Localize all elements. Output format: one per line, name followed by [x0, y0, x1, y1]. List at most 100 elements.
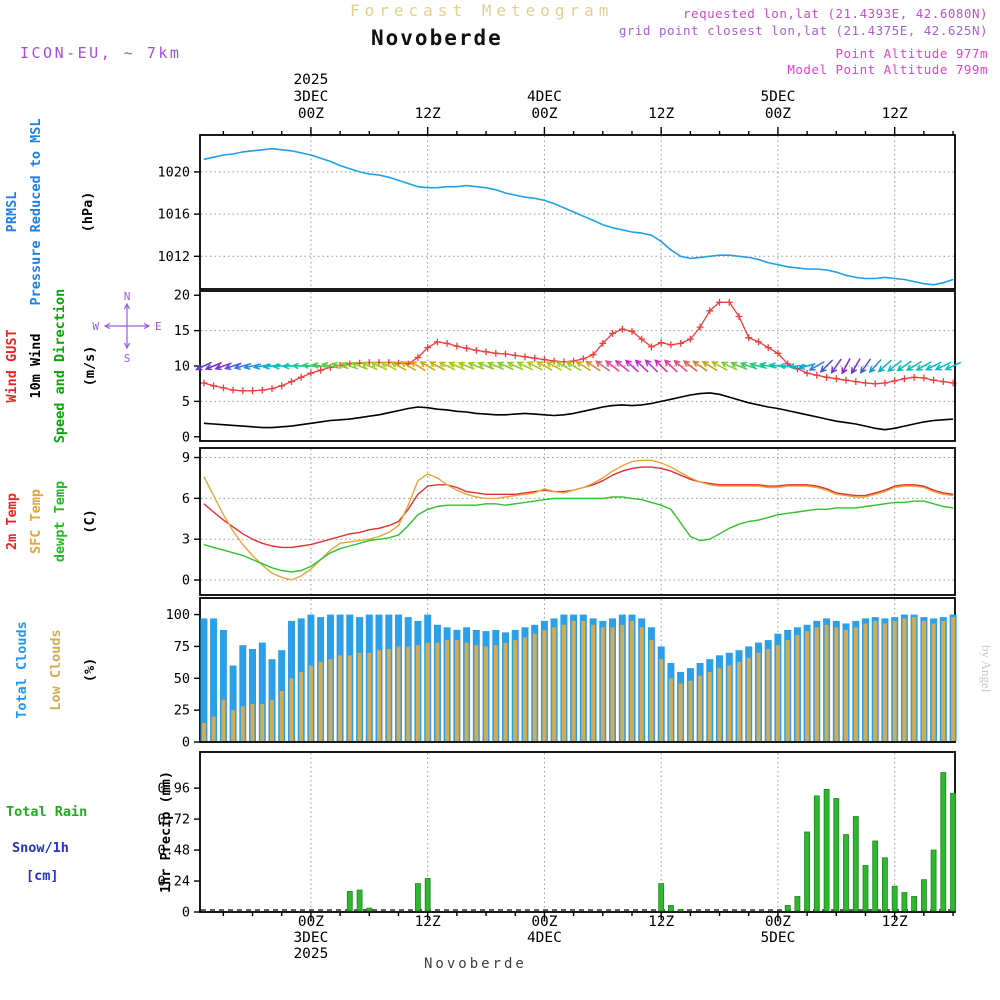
- tsfc-line: [203, 459, 954, 581]
- rain-bar: [677, 909, 684, 912]
- clouds_low-bar: [630, 620, 634, 741]
- time-label-top: 00Z: [298, 106, 324, 122]
- clouds_total-bar: [210, 618, 218, 741]
- wind-direction-arrow: [214, 362, 232, 371]
- wind-direction-arrow: [467, 361, 485, 370]
- wind-direction-arrow: [682, 360, 698, 372]
- rain-bar: [891, 885, 898, 912]
- rain-bar: [414, 883, 421, 912]
- rain-bar: [852, 816, 859, 912]
- wind-direction-arrow: [506, 361, 524, 371]
- wind-direction-arrow: [808, 361, 825, 371]
- rain-bar: [950, 792, 956, 912]
- time-label-bottom: 4DEC: [527, 930, 562, 946]
- clouds_total-bar: [258, 642, 266, 741]
- clouds_low-bar: [542, 629, 547, 741]
- y-tick-label: 0.96: [157, 781, 190, 797]
- time-label-bottom: 00Z: [298, 914, 324, 930]
- rain-bar: [356, 889, 363, 912]
- panel-ylabel: Speed and Direction: [52, 289, 68, 443]
- wind-direction-arrow: [604, 360, 620, 372]
- wind-direction-arrow: [496, 361, 514, 371]
- wind-direction-arrow: [868, 359, 882, 374]
- clouds_low-bar: [600, 627, 605, 741]
- clouds_total-bar: [229, 665, 237, 741]
- clouds_low-bar: [270, 699, 274, 741]
- y-tick-label: 3: [182, 532, 190, 548]
- y-tick-label: 1016: [157, 207, 190, 223]
- clouds_low-bars: [201, 617, 956, 741]
- wind-direction-arrow: [204, 362, 222, 371]
- wind-direction-arrow: [585, 360, 601, 372]
- clouds_low-bar: [698, 675, 703, 741]
- clouds_low-bar: [523, 637, 527, 741]
- rain-bar: [862, 865, 869, 912]
- panel-ylabel: Low Clouds: [48, 629, 64, 710]
- clouds_low-bar: [328, 659, 333, 741]
- time-label-top: 12Z: [415, 106, 441, 122]
- time-label-bottom: 5DEC: [760, 930, 795, 946]
- rain-bar: [872, 840, 879, 912]
- wind-direction-arrow: [516, 361, 533, 371]
- wind-direction-arrow: [887, 360, 902, 372]
- clouds_low-bar: [834, 627, 839, 741]
- wind-direction-arrow: [380, 361, 397, 371]
- rain-bar: [784, 905, 791, 912]
- wind-direction-arrow: [389, 361, 407, 371]
- y-tick-label: 10: [174, 359, 190, 375]
- clouds_low-bar: [435, 642, 440, 741]
- clouds_low-bar: [591, 624, 596, 741]
- y-tick-label: 25: [174, 703, 190, 719]
- panel-ylabel: 2m Temp: [4, 493, 20, 550]
- clouds_low-bar: [561, 624, 566, 741]
- wind-direction-arrow: [340, 361, 359, 370]
- rain-bar: [901, 892, 908, 912]
- wind-direction-arrow: [797, 363, 816, 370]
- clouds_low-bar: [406, 646, 411, 741]
- y-tick-label: 1020: [157, 164, 190, 180]
- time-label-bottom: 3DEC: [293, 930, 328, 946]
- clouds_low-bar: [581, 620, 586, 741]
- wind-direction-arrow: [614, 359, 630, 372]
- clouds_low-bar: [902, 618, 907, 741]
- clouds_low-bar: [795, 635, 800, 741]
- compass-south-arrow: [124, 325, 130, 350]
- rain-bar: [658, 883, 665, 912]
- footer-station: Novoberde: [424, 956, 527, 972]
- panel-ylabel: 10m Wind: [28, 333, 44, 398]
- panel-border: [199, 751, 956, 913]
- clouds_low-bar: [318, 661, 323, 741]
- clouds_total-bar: [219, 629, 227, 741]
- time-label-bottom: 2025: [293, 946, 328, 962]
- clouds_low-bar: [260, 703, 265, 741]
- clouds_low-bar: [707, 671, 712, 741]
- rain-bar: [668, 905, 674, 912]
- grid-point-coords: grid point closest lon,lat (21.4375E, 42…: [618, 23, 988, 38]
- wind-direction-arrow: [195, 361, 212, 371]
- clouds_low-bar: [941, 620, 946, 741]
- wind-direction-arrow: [663, 359, 678, 373]
- time-label-top: 12Z: [648, 106, 674, 122]
- clouds_low-bar: [474, 645, 479, 741]
- wind-direction-arrow: [692, 360, 708, 372]
- clouds_low-bar: [775, 645, 780, 741]
- y-tick-label: 0: [182, 735, 190, 751]
- clouds_low-bar: [308, 665, 313, 741]
- clouds_low-bar: [513, 640, 518, 741]
- wind-direction-arrow: [701, 360, 718, 371]
- wind-direction-arrow: [594, 360, 611, 372]
- clouds_low-bar: [873, 620, 878, 741]
- rain-bar: [424, 878, 431, 912]
- clouds_low-bar: [824, 624, 829, 741]
- clouds_low-bar: [688, 680, 693, 741]
- clouds_low-bar: [921, 620, 926, 741]
- compass-north-arrow: [124, 302, 130, 327]
- wind-direction-arrow: [535, 361, 553, 371]
- clouds_low-bar: [503, 642, 508, 741]
- wind-direction-arrow: [830, 358, 842, 374]
- clouds_low-bar: [357, 652, 362, 741]
- clouds_low-bar: [912, 617, 917, 741]
- clouds_low-bar: [289, 678, 294, 741]
- clouds_low-bar: [493, 645, 498, 741]
